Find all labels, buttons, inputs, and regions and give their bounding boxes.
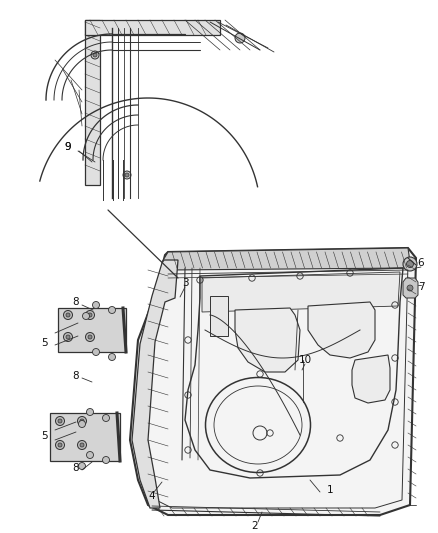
Circle shape bbox=[235, 33, 245, 43]
Text: 3: 3 bbox=[182, 278, 188, 288]
Polygon shape bbox=[308, 302, 375, 358]
Circle shape bbox=[78, 440, 86, 449]
Polygon shape bbox=[132, 260, 178, 508]
Circle shape bbox=[406, 261, 413, 268]
Circle shape bbox=[93, 53, 97, 57]
Circle shape bbox=[66, 335, 70, 339]
Circle shape bbox=[86, 451, 93, 458]
Circle shape bbox=[78, 463, 85, 470]
Circle shape bbox=[407, 285, 413, 291]
Circle shape bbox=[403, 257, 417, 271]
Text: 8: 8 bbox=[73, 297, 79, 307]
Circle shape bbox=[80, 419, 84, 423]
Polygon shape bbox=[162, 248, 410, 270]
Circle shape bbox=[102, 415, 110, 422]
Text: 5: 5 bbox=[41, 431, 47, 441]
Circle shape bbox=[58, 443, 62, 447]
Circle shape bbox=[85, 333, 95, 342]
Circle shape bbox=[123, 171, 131, 179]
Text: 1: 1 bbox=[327, 485, 333, 495]
Circle shape bbox=[125, 173, 129, 177]
Circle shape bbox=[78, 421, 85, 427]
Text: 10: 10 bbox=[298, 355, 311, 365]
Polygon shape bbox=[235, 308, 300, 372]
Text: 8: 8 bbox=[73, 371, 79, 381]
Polygon shape bbox=[58, 308, 126, 352]
Circle shape bbox=[58, 419, 62, 423]
Polygon shape bbox=[352, 355, 390, 403]
Circle shape bbox=[92, 302, 99, 309]
Polygon shape bbox=[210, 296, 228, 336]
Text: 9: 9 bbox=[65, 142, 71, 152]
Text: 5: 5 bbox=[41, 338, 47, 348]
Circle shape bbox=[64, 333, 73, 342]
Circle shape bbox=[88, 313, 92, 317]
Circle shape bbox=[102, 456, 110, 464]
Circle shape bbox=[66, 313, 70, 317]
Circle shape bbox=[64, 311, 73, 319]
Circle shape bbox=[91, 51, 99, 59]
Circle shape bbox=[88, 335, 92, 339]
Circle shape bbox=[80, 443, 84, 447]
Circle shape bbox=[82, 312, 89, 319]
Text: 2: 2 bbox=[252, 521, 258, 531]
Polygon shape bbox=[85, 20, 100, 185]
Circle shape bbox=[86, 408, 93, 416]
Text: 8: 8 bbox=[73, 463, 79, 473]
Circle shape bbox=[78, 416, 86, 425]
Text: 6: 6 bbox=[418, 258, 424, 268]
Polygon shape bbox=[130, 248, 416, 515]
Circle shape bbox=[92, 349, 99, 356]
Text: 7: 7 bbox=[418, 282, 424, 292]
Text: 9: 9 bbox=[65, 142, 71, 152]
Circle shape bbox=[85, 311, 95, 319]
Polygon shape bbox=[202, 272, 400, 312]
Polygon shape bbox=[403, 278, 418, 298]
Polygon shape bbox=[85, 20, 220, 35]
Circle shape bbox=[109, 306, 116, 313]
Polygon shape bbox=[50, 413, 120, 461]
Circle shape bbox=[56, 416, 64, 425]
Text: 4: 4 bbox=[148, 491, 155, 501]
Circle shape bbox=[109, 353, 116, 360]
Circle shape bbox=[56, 440, 64, 449]
